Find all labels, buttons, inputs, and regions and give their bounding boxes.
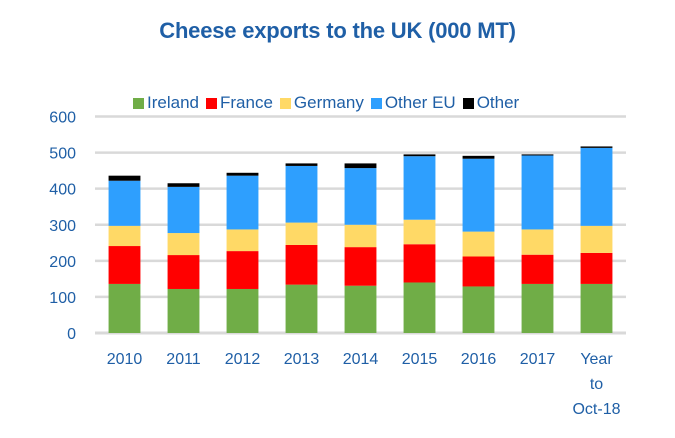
bar-segment-germany [285,222,318,245]
bar-segment-other-eu [344,168,377,225]
x-tick-label: 2011 [166,351,201,368]
bar-segment-other-eu [462,158,495,232]
x-tick-label: Year to Oct-18 [572,351,620,418]
bar-segment-ireland [403,282,436,333]
bar-segment-other-eu [521,155,554,230]
bar-segment-germany [462,231,495,257]
x-tick-label: 2015 [402,351,438,368]
bar-segment-ireland [580,283,613,333]
x-tick-label: 2012 [225,351,261,368]
bar-segment-france [226,251,259,289]
x-tick-label-line: 2014 [343,351,379,368]
legend-swatch-france [205,97,217,109]
bar-segment-other [521,154,554,156]
chart-legend: Ireland France Germany Other EU Other [133,93,526,113]
legend-label-france: France [219,93,273,112]
x-tick-label-line: Year [580,351,613,368]
bar-segment-other [108,175,141,181]
x-tick-label-line: to [590,376,603,393]
bar-segment-ireland [344,285,377,333]
legend-swatch-germany [279,97,291,109]
legend-swatch-other-eu [370,97,382,109]
x-tick-label-line: 2013 [284,351,320,368]
bar-segment-other-eu [580,147,613,226]
bar-segment-germany [344,224,377,248]
bar-segment-germany [403,219,436,245]
legend-item-germany: Germany [279,93,364,113]
bar-segment-germany [108,225,141,247]
bar-segment-ireland [167,288,200,333]
x-tick-label-line: 2017 [520,351,556,368]
bar-segment-other-eu [285,165,318,223]
legend-item-ireland: Ireland [133,93,199,113]
y-tick-label: 200 [49,254,76,271]
bar-segment-france [167,255,200,289]
y-tick-label: 500 [49,146,76,163]
bar-segment-germany [226,229,259,252]
bar-segment-other-eu [167,186,200,234]
x-tick-label-line: 2012 [225,351,261,368]
bar-segment-other [580,146,613,148]
bar-segment-ireland [108,283,141,333]
legend-swatch-ireland [133,97,144,109]
y-tick-label: 400 [49,182,76,199]
x-tick-label-line: 2016 [461,351,497,368]
bar-segment-ireland [226,288,259,333]
x-tick-label: 2013 [284,351,320,368]
x-tick-label-line: 2010 [107,351,143,368]
legend-label-ireland: Ireland [147,93,199,112]
bar-segment-other [167,183,200,187]
legend-item-france: France [205,93,273,113]
bar-segment-france [462,256,495,287]
bar-segment-ireland [285,284,318,333]
y-tick-label: 600 [49,110,76,127]
legend-label-germany: Germany [293,93,364,112]
bar-segment-other-eu [108,180,141,226]
bar-segment-france [344,247,377,286]
bar-segment-germany [521,229,554,255]
x-tick-label-line: Oct-18 [572,401,620,418]
bar-segment-france [285,244,318,285]
legend-item-other: Other [462,93,520,113]
bar-segment-other [226,172,259,176]
bar-segment-other-eu [403,156,436,220]
y-tick-label: 0 [67,326,76,343]
bar-segment-ireland [462,286,495,333]
y-tick-label: 100 [49,290,76,307]
x-tick-label: 2014 [343,351,379,368]
x-tick-label-line: 2011 [166,351,201,368]
legend-item-other-eu: Other EU [370,93,456,113]
bar-segment-germany [580,225,613,253]
y-tick-label: 300 [49,218,76,235]
bar-segment-other-eu [226,175,259,230]
bar-segment-germany [167,233,200,256]
legend-swatch-other [462,97,474,109]
chart-title: Cheese exports to the UK (000 MT) [159,18,516,43]
bar-segment-other [403,154,436,157]
bar-segment-other [462,155,495,159]
bar-segment-other [344,163,377,169]
legend-label-other-eu: Other EU [384,93,456,112]
bar-segment-france [521,254,554,284]
x-tick-label-line: 2015 [402,351,438,368]
bar-segment-france [580,252,613,284]
bar-segment-france [108,246,141,284]
bar-segment-other [285,163,318,166]
x-tick-label: 2017 [520,351,556,368]
legend-label-other: Other [476,93,520,112]
x-tick-label: 2016 [461,351,497,368]
bar-segment-france [403,244,436,283]
bar-segment-ireland [521,283,554,333]
x-tick-label: 2010 [107,351,143,368]
